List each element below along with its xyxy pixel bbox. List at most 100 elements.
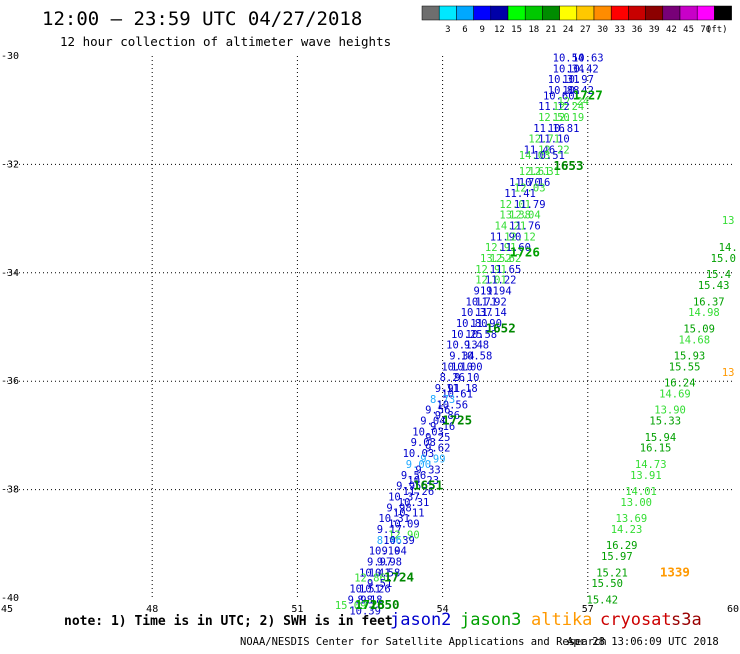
swh-label: 12.61 (519, 166, 551, 178)
swh-label: 10.39 (383, 535, 415, 547)
swh-label: 10.97 (562, 74, 594, 86)
x-tick-label: 51 (291, 604, 303, 615)
time-label: 1723 (355, 597, 385, 612)
swh-label: 12.03 (514, 183, 546, 195)
swh-label: 10.54 (553, 52, 585, 64)
swh-label: 12.31 (528, 166, 560, 178)
swh-label: 13.90 (654, 405, 686, 417)
swh-label: 15.09 (335, 600, 367, 612)
swh-label: 11.94 (480, 285, 512, 297)
swh-label: 11.60 (499, 242, 531, 254)
color-scale-swatch (524, 5, 543, 21)
swh-label: 9.95 (396, 481, 421, 493)
color-scale-swatch (507, 5, 526, 21)
swh-label: 9.08 (411, 437, 436, 449)
swh-label: 12.91 (475, 264, 507, 276)
color-scale-label: 33 (614, 25, 625, 35)
swh-label: 10.51 (533, 150, 565, 162)
color-scale-swatch (714, 5, 732, 21)
satellite-legend-altika: altika (531, 610, 592, 630)
color-scale-label: 45 (683, 25, 694, 35)
swh-label: 12.19 (553, 112, 585, 124)
footer-note: note: 1) Time is in UTC; 2) SWH is in fe… (64, 614, 393, 629)
swh-label: 15.09 (683, 323, 715, 335)
y-tick-label: -30 (1, 51, 19, 62)
swh-label: 15.55 (669, 361, 701, 373)
swh-label: 10.23 (407, 475, 439, 487)
swh-label: 10.00 (451, 361, 483, 373)
swh-label: 11.26 (403, 486, 435, 498)
time-label: 1339 (660, 564, 690, 579)
swh-label: 10.10 (369, 546, 401, 558)
swh-label: 9.16 (430, 421, 455, 433)
swh-label: 14.23 (611, 524, 643, 536)
swh-label: 11.65 (490, 264, 522, 276)
swh-label: 11.16 (533, 123, 565, 135)
swh-label: 12.22 (538, 145, 570, 157)
swh-label: 9.56 (425, 405, 450, 417)
footer-timestamp: Apr 28 13:06:09 UTC 2018 (567, 636, 719, 648)
color-scale-swatch (696, 5, 715, 21)
y-tick-label: -36 (1, 376, 19, 387)
color-scale-label: 21 (546, 25, 557, 35)
color-scale-swatch (559, 5, 578, 21)
swh-label: 13.38 (499, 210, 531, 222)
swh-label: 10.03 (403, 448, 435, 460)
x-tick-label: 45 (1, 604, 13, 615)
color-scale-swatch (662, 5, 681, 21)
color-scale-swatch (421, 5, 440, 21)
color-scale-label: 9 (479, 25, 484, 35)
swh-label: 14.69 (659, 388, 691, 400)
satellite-legend-s3a: s3a (671, 610, 702, 630)
swh-label: 11.90 (470, 318, 502, 330)
swh-label: 16.24 (664, 378, 696, 390)
swh-label: 12.62 (490, 253, 522, 265)
satellite-legend-jason2: jason2 (390, 610, 451, 630)
satellite-legend-cryosat: cryosat (600, 610, 672, 630)
color-scale-label: 70 (700, 25, 711, 35)
swh-label: 10.58 (369, 567, 401, 579)
swh-label: 8.26 (440, 372, 465, 384)
swh-label: 11.10 (538, 134, 570, 146)
color-scale-swatch (593, 5, 612, 21)
y-axis-tick-labels: -30 -32 -34 -36 -38 -40 (1, 51, 19, 604)
color-scale-label: 27 (580, 25, 591, 35)
swh-label: 14. (719, 242, 738, 254)
swh-label: 10.37 (461, 307, 493, 319)
time-label: 1725 (442, 413, 472, 428)
swh-label: 10.41 (359, 567, 391, 579)
swh-label: 12.90 (388, 529, 420, 541)
color-scale-legend: 3 6 9 12 15 18 21 24 27 30 33 36 39 42 45 70(ft) (421, 5, 732, 35)
swh-label: 10.51 (349, 584, 381, 596)
footer-credit: NOAA/NESDIS Center for Satellite Applica… (240, 636, 607, 648)
swh-label: 15.0 (711, 253, 736, 265)
color-scale-swatch (610, 5, 629, 21)
swh-label: 10.58 (466, 329, 498, 341)
swh-label: 10.31 (398, 497, 430, 509)
time-label: 1650 (369, 597, 399, 612)
swh-label: 15.42 (587, 594, 619, 606)
swh-label: 13.52 (480, 253, 512, 265)
swh-label: 9.25 (425, 432, 450, 444)
swh-label: 9.56 (401, 470, 426, 482)
color-scale-label: 36 (632, 25, 643, 35)
swh-label: 10.03 (412, 426, 444, 438)
swh-label: 9.00 (406, 459, 431, 471)
swh-label: 12.12 (504, 231, 536, 243)
swh-label: 13 (722, 367, 735, 379)
swh-label: 9.98 (377, 556, 402, 568)
swh-label: 13.00 (620, 497, 652, 509)
swh-label: 12.24 (553, 101, 585, 113)
swh-labels: 10.5410.6310.3410.4210.3110.9710.8810.42… (335, 52, 738, 617)
swh-label: 14.98 (688, 307, 720, 319)
swh-label: 15.50 (591, 578, 623, 590)
time-label: 1727 (573, 87, 603, 102)
swh-label: 15.21 (596, 567, 628, 579)
swh-label: 10.81 (548, 123, 580, 135)
color-scale-swatch (542, 5, 560, 21)
swh-label: 9.04 (420, 416, 445, 428)
swh-label: 10.26 (359, 584, 391, 596)
swh-label: 12.24 (557, 96, 589, 108)
swh-label: 9.17 (377, 524, 402, 536)
swh-label: 15.4 (706, 269, 731, 281)
